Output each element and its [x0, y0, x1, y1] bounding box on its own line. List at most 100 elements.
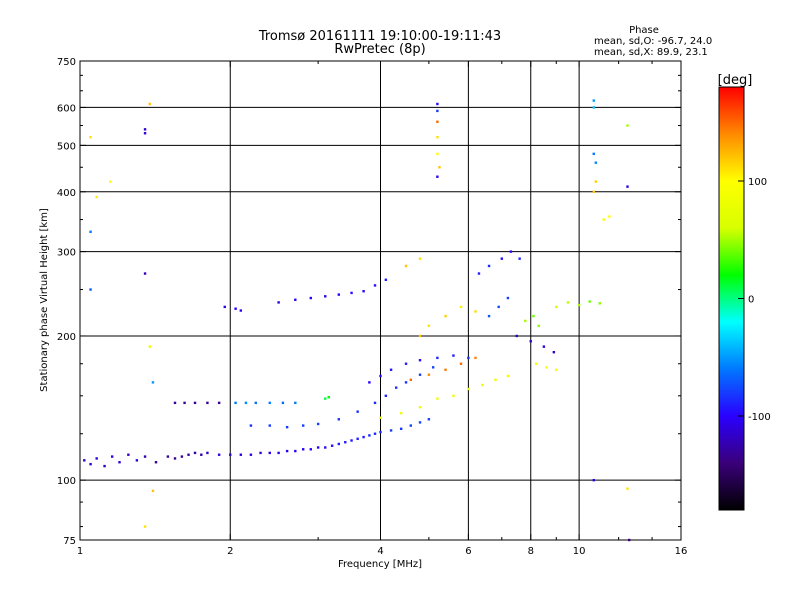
data-point: [95, 457, 98, 460]
data-point: [399, 427, 403, 431]
data-point: [268, 451, 271, 455]
data-point: [324, 446, 327, 449]
data-point: [566, 301, 570, 304]
data-point: [350, 439, 353, 442]
data-point: [487, 314, 491, 318]
data-point: [193, 401, 197, 405]
data-point: [151, 489, 155, 493]
data-point: [404, 362, 408, 365]
data-point: [588, 300, 591, 303]
data-point: [217, 401, 221, 405]
x-tick-label: 10: [573, 546, 586, 557]
data-point: [379, 416, 382, 419]
data-point: [452, 354, 455, 357]
data-point: [497, 305, 500, 309]
data-point: [418, 359, 422, 362]
data-point: [577, 303, 581, 307]
data-point: [626, 487, 629, 490]
x-tick-label: 8: [528, 546, 534, 557]
data-point: [277, 451, 280, 455]
data-point: [418, 406, 422, 409]
data-point: [143, 525, 147, 528]
data-point: [135, 459, 139, 462]
data-point: [206, 401, 209, 405]
data-point: [183, 401, 186, 405]
y-axis-label: Stationary phase Virtual Height [km]: [39, 208, 50, 392]
data-point: [301, 424, 305, 427]
chart-title: Tromsø 20161111 19:10:00-19:11:43: [258, 29, 501, 44]
data-point: [418, 421, 422, 424]
y-tick-label: 100: [57, 476, 76, 487]
data-point: [368, 381, 371, 384]
data-point: [327, 395, 330, 399]
data-point: [431, 366, 435, 369]
data-point: [285, 425, 289, 429]
data-point: [151, 381, 155, 384]
data-point: [626, 185, 629, 188]
data-point: [436, 135, 439, 139]
data-point: [356, 410, 359, 413]
data-point: [373, 401, 377, 405]
data-point: [301, 448, 305, 451]
stats-x-line: mean, sd,X: 89.9, 23.1: [594, 47, 708, 58]
data-point: [143, 455, 147, 458]
data-point: [592, 190, 595, 193]
data-point: [277, 301, 280, 304]
data-point: [234, 401, 237, 405]
data-point: [481, 383, 484, 387]
x-ticks: 1 2 4 6 8 10 16: [77, 61, 687, 557]
data-point: [249, 424, 253, 427]
data-point: [474, 310, 477, 313]
data-point: [143, 128, 147, 131]
data-point: [384, 278, 388, 281]
data-point: [427, 418, 431, 421]
data-point: [389, 368, 393, 371]
colorbar-ticks: 100 0 -100: [738, 177, 771, 423]
data-point: [506, 374, 510, 378]
x-tick-label: 2: [227, 546, 233, 557]
data-point: [294, 298, 297, 301]
data-point: [234, 307, 237, 310]
data-point: [206, 451, 209, 455]
data-point: [103, 464, 106, 468]
y-tick-label: 500: [57, 141, 76, 152]
data-point: [524, 319, 527, 323]
data-point: [459, 305, 463, 309]
data-point: [223, 305, 226, 309]
data-point: [330, 444, 334, 447]
data-point: [89, 462, 92, 466]
data-point: [444, 314, 447, 318]
data-point: [249, 453, 253, 456]
data-point: [294, 449, 297, 453]
data-point: [487, 264, 491, 268]
data-point: [467, 387, 470, 391]
colorbar-tick-label: -100: [748, 412, 771, 423]
data-point: [118, 461, 121, 464]
data-point: [148, 102, 152, 106]
data-point: [368, 434, 371, 437]
data-point: [362, 435, 365, 439]
data-points: [83, 99, 631, 542]
data-point: [259, 451, 262, 455]
data-point: [436, 397, 439, 400]
data-point: [89, 230, 92, 233]
data-point: [254, 401, 257, 405]
stats-title: Phase: [629, 25, 659, 36]
data-point: [626, 124, 629, 127]
data-point: [436, 356, 439, 360]
data-point: [594, 180, 598, 183]
data-point: [438, 166, 441, 169]
y-tick-label: 75: [63, 536, 76, 547]
y-tick-label: 400: [57, 188, 76, 199]
y-tick-label: 300: [57, 248, 76, 259]
data-point: [110, 455, 114, 458]
data-point: [244, 401, 248, 405]
data-point: [281, 401, 285, 405]
data-point: [316, 446, 320, 449]
data-point: [474, 356, 477, 360]
x-tick-label: 1: [77, 546, 83, 557]
data-point: [436, 102, 439, 106]
data-point: [506, 296, 510, 300]
data-point: [427, 373, 431, 376]
data-point: [229, 453, 232, 456]
